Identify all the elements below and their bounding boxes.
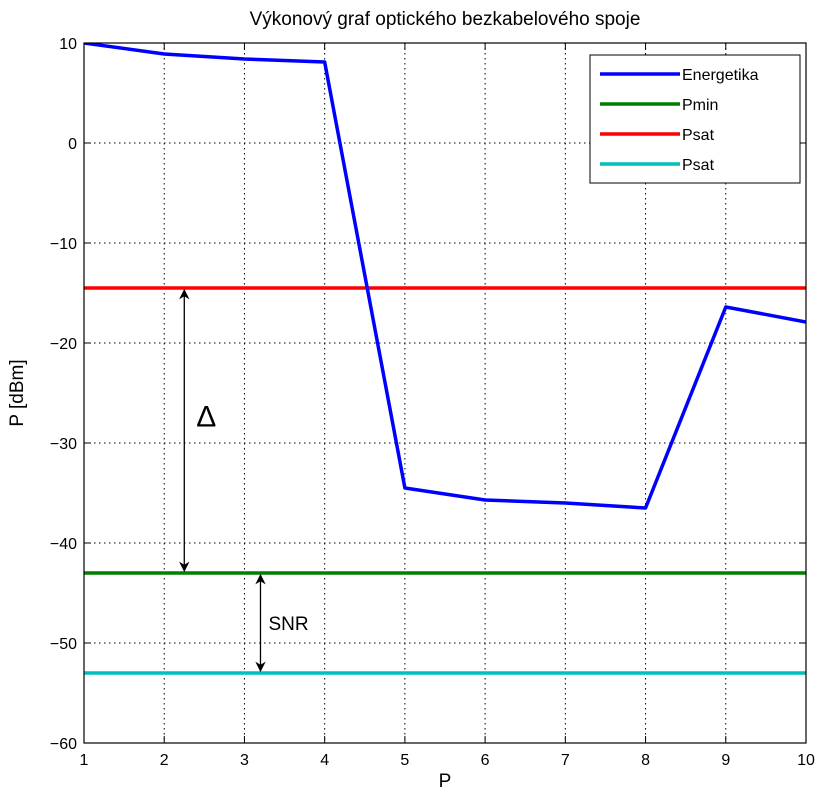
x-tick-label: 5 xyxy=(400,752,409,769)
y-tick-label: −30 xyxy=(50,436,77,453)
y-tick-label: 0 xyxy=(68,136,77,153)
legend-box xyxy=(589,54,801,184)
y-tick-label: −10 xyxy=(50,236,77,253)
series-line-energetika xyxy=(84,43,806,510)
x-tick-label: 3 xyxy=(240,752,249,769)
x-tick-label: 6 xyxy=(481,752,490,769)
x-tick-label: 8 xyxy=(641,752,650,769)
legend: Energetika Pmin Psat Psat xyxy=(589,54,801,184)
delta-label: Δ xyxy=(196,401,216,434)
y-tick-label: 10 xyxy=(59,36,77,53)
series-layer xyxy=(84,43,806,675)
legend-label: Pmin xyxy=(682,97,718,114)
x-tick-label: 10 xyxy=(797,752,815,769)
legend-label: Psat xyxy=(682,127,715,144)
y-tick-label: −20 xyxy=(50,336,77,353)
axes: 1 2 3 4 5 6 7 8 9 10 10 0 −10 −20 −30 −40 −50 −60 xyxy=(50,36,815,769)
y-tick-label: −40 xyxy=(50,536,77,553)
grid xyxy=(84,43,806,743)
x-tick-label: 2 xyxy=(160,752,169,769)
snr-label: SNR xyxy=(268,614,308,635)
y-tick-label: −60 xyxy=(50,736,77,753)
x-tick-label: 9 xyxy=(721,752,730,769)
x-tick-label: 4 xyxy=(320,752,329,769)
plot-frame xyxy=(83,42,807,744)
legend-label: Energetika xyxy=(682,67,759,84)
x-axis-label: P xyxy=(439,771,452,792)
y-axis-label: P [dBm] xyxy=(7,359,28,426)
annotation-layer: Δ SNR xyxy=(179,288,309,673)
y-tick-label: −50 xyxy=(50,636,77,653)
x-tick-label: 7 xyxy=(561,752,570,769)
legend-label: Psat xyxy=(682,157,715,174)
x-tick-label: 1 xyxy=(80,752,89,769)
chart-title: Výkonový graf optického bezkabelového sp… xyxy=(250,9,641,30)
